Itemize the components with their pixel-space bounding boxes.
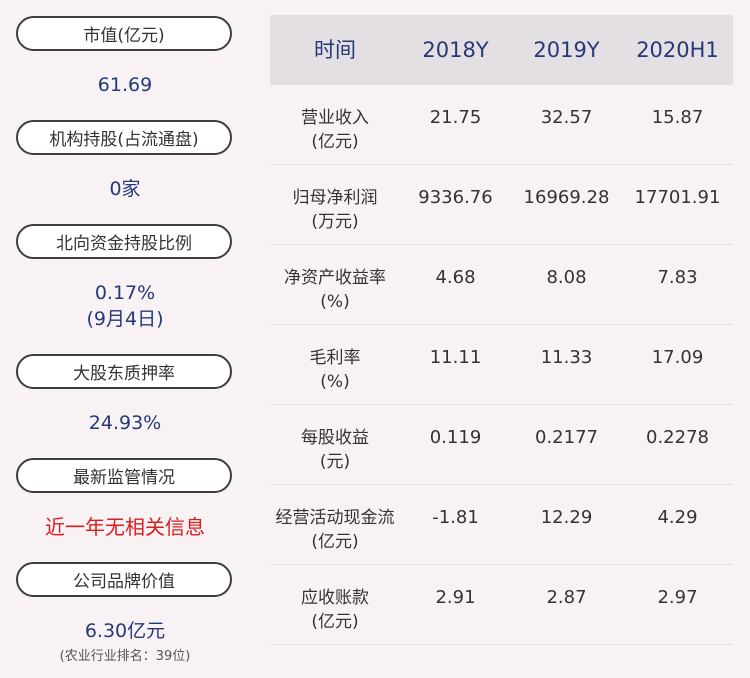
row-label-unit: (亿元) bbox=[311, 132, 359, 152]
cell-2018y: -1.81 bbox=[432, 507, 479, 528]
cell-2020h1: 2.97 bbox=[657, 587, 698, 608]
northbound-ratio-label-pill: 北向资金持股比例 bbox=[16, 224, 232, 259]
row-label: 经营活动现金流 (亿元) bbox=[270, 506, 400, 554]
cell-2019y: 32.57 bbox=[540, 107, 593, 128]
brand-value-label: 公司品牌价值 bbox=[73, 572, 175, 592]
row-label-main: 经营活动现金流 bbox=[275, 508, 395, 528]
row-label-unit: (元) bbox=[319, 452, 351, 472]
table-row-gross-margin: 毛利率 (%) 11.11 11.33 17.09 bbox=[270, 325, 733, 405]
northbound-ratio-label: 北向资金持股比例 bbox=[56, 234, 192, 254]
market-cap-label: 市值(亿元) bbox=[83, 26, 165, 46]
row-label-main: 每股收益 bbox=[301, 428, 369, 448]
row-label-unit: (亿元) bbox=[311, 532, 359, 552]
row-label: 净资产收益率 (%) bbox=[270, 266, 400, 314]
brand-value-value: 6.30亿元 bbox=[84, 620, 166, 642]
cell-2020h1: 17.09 bbox=[651, 347, 704, 368]
cell-2018y: 21.75 bbox=[429, 107, 482, 128]
row-label-main: 归母净利润 bbox=[292, 188, 378, 208]
cell-2018y: 0.119 bbox=[429, 427, 482, 448]
table-row-net-profit: 归母净利润 (万元) 9336.76 16969.28 17701.91 bbox=[270, 165, 733, 245]
row-label-unit: (%) bbox=[320, 372, 350, 392]
header-time: 时间 bbox=[314, 38, 356, 62]
table-header: 时间 2018Y 2019Y 2020H1 bbox=[270, 15, 733, 85]
brand-value-label-pill: 公司品牌价值 bbox=[16, 562, 232, 597]
table-row-roe: 净资产收益率 (%) 4.68 8.08 7.83 bbox=[270, 245, 733, 325]
pledge-ratio-label: 大股东质押率 bbox=[73, 364, 175, 384]
cell-2020h1: 7.83 bbox=[657, 267, 698, 288]
cell-2020h1: 17701.91 bbox=[634, 187, 721, 208]
institutional-holding-label-pill: 机构持股(占流通盘) bbox=[16, 120, 232, 155]
row-label: 归母净利润 (万元) bbox=[270, 186, 400, 234]
cell-2019y: 12.29 bbox=[540, 507, 593, 528]
row-label: 营业收入 (亿元) bbox=[270, 106, 400, 154]
regulatory-status-label: 最新监管情况 bbox=[73, 468, 175, 488]
row-label-main: 毛利率 bbox=[309, 348, 361, 368]
row-label-unit: (%) bbox=[320, 292, 350, 312]
financial-table: 时间 2018Y 2019Y 2020H1 营业收入 (亿元) 21.75 32.… bbox=[270, 15, 733, 645]
regulatory-status-label-pill: 最新监管情况 bbox=[16, 458, 232, 493]
cell-2019y: 16969.28 bbox=[523, 187, 610, 208]
cell-2018y: 4.68 bbox=[435, 267, 476, 288]
row-label-unit: (万元) bbox=[311, 212, 359, 232]
table-row-revenue: 营业收入 (亿元) 21.75 32.57 15.87 bbox=[270, 85, 733, 165]
row-label: 每股收益 (元) bbox=[270, 426, 400, 474]
header-2019y: 2019Y bbox=[533, 38, 600, 62]
header-2018y: 2018Y bbox=[422, 38, 489, 62]
northbound-ratio-value: 0.17% bbox=[94, 282, 156, 304]
market-cap-label-pill: 市值(亿元) bbox=[16, 16, 232, 51]
row-label-main: 应收账款 bbox=[301, 588, 369, 608]
cell-2019y: 8.08 bbox=[546, 267, 587, 288]
cell-2018y: 2.91 bbox=[435, 587, 476, 608]
market-cap-value: 61.69 bbox=[97, 74, 153, 96]
institutional-holding-value: 0家 bbox=[109, 178, 141, 200]
row-label-unit: (亿元) bbox=[311, 612, 359, 632]
row-label: 应收账款 (亿元) bbox=[270, 586, 400, 634]
cell-2018y: 9336.76 bbox=[418, 187, 493, 208]
row-label-main: 营业收入 bbox=[301, 108, 369, 128]
cell-2019y: 11.33 bbox=[540, 347, 593, 368]
cell-2020h1: 4.29 bbox=[657, 507, 698, 528]
row-label: 毛利率 (%) bbox=[270, 346, 400, 394]
cell-2018y: 11.11 bbox=[429, 347, 482, 368]
cell-2020h1: 0.2278 bbox=[646, 427, 709, 448]
institutional-holding-label: 机构持股(占流通盘) bbox=[49, 130, 199, 150]
cell-2020h1: 15.87 bbox=[651, 107, 704, 128]
table-row-receivables: 应收账款 (亿元) 2.91 2.87 2.97 bbox=[270, 565, 733, 645]
table-row-operating-cashflow: 经营活动现金流 (亿元) -1.81 12.29 4.29 bbox=[270, 485, 733, 565]
northbound-ratio-date: (9月4日) bbox=[86, 308, 164, 330]
table-row-eps: 每股收益 (元) 0.119 0.2177 0.2278 bbox=[270, 405, 733, 485]
regulatory-status-value: 近一年无相关信息 bbox=[45, 515, 205, 539]
brand-value-rank-note: (农业行业排名：39位) bbox=[59, 649, 191, 664]
cell-2019y: 0.2177 bbox=[535, 427, 598, 448]
row-label-main: 净资产收益率 bbox=[284, 268, 386, 288]
pledge-ratio-value: 24.93% bbox=[88, 412, 162, 434]
header-2020h1: 2020H1 bbox=[636, 38, 719, 62]
pledge-ratio-label-pill: 大股东质押率 bbox=[16, 354, 232, 389]
cell-2019y: 2.87 bbox=[546, 587, 587, 608]
